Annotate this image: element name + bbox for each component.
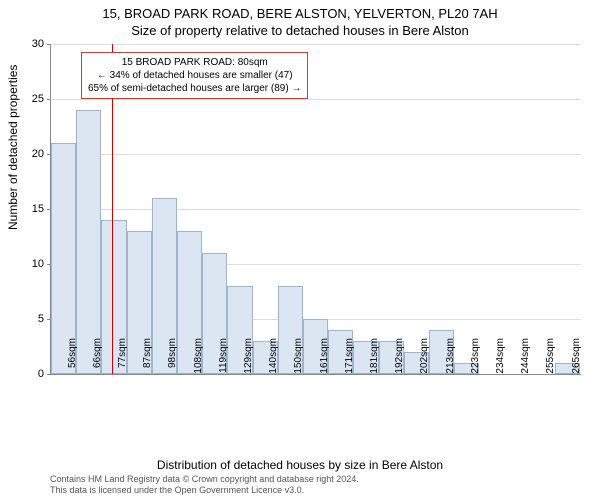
x-tick-label: 56sqm [67, 338, 78, 378]
x-tick-label: 119sqm [218, 338, 229, 378]
x-tick-label: 66sqm [92, 338, 103, 378]
footer-line2: This data is licensed under the Open Gov… [50, 485, 359, 496]
y-tick-mark [47, 99, 51, 100]
x-tick-label: 150sqm [293, 338, 304, 378]
y-tick-label: 0 [38, 368, 44, 380]
x-tick-label: 171sqm [344, 338, 355, 378]
x-tick-label: 265sqm [571, 338, 582, 378]
footer-line1: Contains HM Land Registry data © Crown c… [50, 474, 359, 485]
annotation-line1: 15 BROAD PARK ROAD: 80sqm [88, 56, 301, 69]
grid-line [51, 44, 581, 45]
x-tick-label: 161sqm [319, 338, 330, 378]
x-tick-label: 77sqm [117, 338, 128, 378]
x-tick-label: 98sqm [167, 338, 178, 378]
footer-attribution: Contains HM Land Registry data © Crown c… [50, 474, 359, 496]
x-tick-label: 140sqm [268, 338, 279, 378]
y-tick-mark [47, 374, 51, 375]
x-tick-label: 255sqm [545, 338, 556, 378]
grid-line [51, 209, 581, 210]
x-tick-label: 108sqm [193, 338, 204, 378]
y-tick-label: 5 [38, 313, 44, 325]
x-tick-label: 181sqm [369, 338, 380, 378]
x-tick-label: 223sqm [470, 338, 481, 378]
title-main: 15, BROAD PARK ROAD, BERE ALSTON, YELVER… [0, 0, 600, 21]
y-tick-label: 25 [32, 93, 44, 105]
y-axis-label: Number of detached properties [6, 65, 20, 230]
x-tick-label: 234sqm [495, 338, 506, 378]
annotation-line3: 65% of semi-detached houses are larger (… [88, 82, 301, 95]
x-tick-label: 202sqm [419, 338, 430, 378]
y-tick-label: 15 [32, 203, 44, 215]
y-tick-label: 30 [32, 38, 44, 50]
chart-container: 15, BROAD PARK ROAD, BERE ALSTON, YELVER… [0, 0, 600, 500]
x-axis-label: Distribution of detached houses by size … [0, 458, 600, 472]
y-tick-label: 20 [32, 148, 44, 160]
y-tick-mark [47, 44, 51, 45]
x-tick-label: 129sqm [243, 338, 254, 378]
plot-region: 15 BROAD PARK ROAD: 80sqm← 34% of detach… [50, 44, 581, 375]
annotation-line2: ← 34% of detached houses are smaller (47… [88, 69, 301, 82]
x-tick-label: 87sqm [142, 338, 153, 378]
grid-line [51, 154, 581, 155]
x-tick-label: 244sqm [520, 338, 531, 378]
title-sub: Size of property relative to detached ho… [0, 21, 600, 38]
chart-area: 15 BROAD PARK ROAD: 80sqm← 34% of detach… [50, 44, 580, 414]
histogram-bar [76, 110, 101, 374]
y-tick-label: 10 [32, 258, 44, 270]
grid-line [51, 99, 581, 100]
annotation-box: 15 BROAD PARK ROAD: 80sqm← 34% of detach… [81, 52, 308, 99]
x-tick-label: 213sqm [445, 338, 456, 378]
x-tick-label: 192sqm [394, 338, 405, 378]
